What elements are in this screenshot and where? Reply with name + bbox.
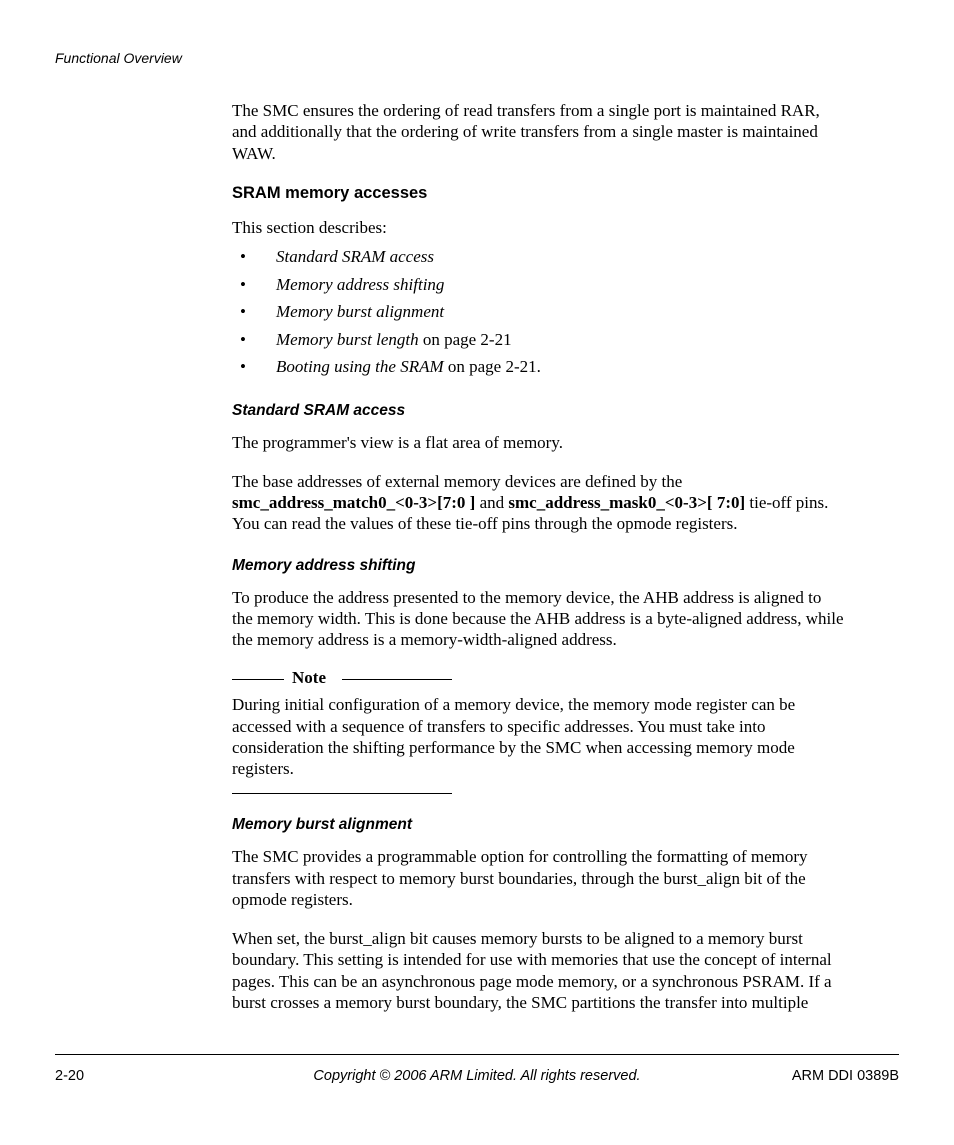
subsection-heading: Memory burst alignment	[232, 816, 844, 834]
paragraph: When set, the burst_align bit causes mem…	[232, 928, 844, 1013]
text-run: The base addresses of external memory de…	[232, 472, 682, 491]
xref-link[interactable]: Standard SRAM access	[276, 247, 434, 266]
signal-name: smc_address_mask0_<0-3>[ 7:0]	[508, 493, 745, 512]
bullet-list: Standard SRAM access Memory address shif…	[232, 244, 844, 380]
page-ref: on page 2-21	[419, 330, 512, 349]
rule-icon	[232, 679, 284, 680]
list-item: Memory address shifting	[232, 272, 844, 298]
list-item: Memory burst length on page 2-21	[232, 327, 844, 353]
note-label: Note	[292, 668, 326, 688]
paragraph: The SMC provides a programmable option f…	[232, 846, 844, 910]
list-item: Booting using the SRAM on page 2-21.	[232, 354, 844, 380]
footer-rule-icon	[55, 1054, 899, 1055]
xref-link[interactable]: Memory burst length	[276, 330, 419, 349]
list-item: Standard SRAM access	[232, 244, 844, 270]
rule-icon	[232, 793, 452, 794]
xref-link[interactable]: Memory burst alignment	[276, 302, 444, 321]
note-block: Note During initial configuration of a m…	[232, 668, 844, 794]
page-footer: 2-20 Copyright © 2006 ARM Limited. All r…	[55, 1068, 899, 1098]
body-content: The SMC ensures the ordering of read tra…	[232, 100, 844, 1013]
paragraph: The base addresses of external memory de…	[232, 471, 844, 535]
intro-paragraph: The SMC ensures the ordering of read tra…	[232, 100, 844, 164]
text-run: and	[475, 493, 508, 512]
doc-id: ARM DDI 0389B	[792, 1068, 899, 1084]
rule-icon	[342, 679, 452, 680]
xref-link[interactable]: Memory address shifting	[276, 275, 444, 294]
paragraph: The programmer's view is a flat area of …	[232, 432, 844, 453]
copyright-text: Copyright © 2006 ARM Limited. All rights…	[55, 1068, 899, 1084]
page: Functional Overview The SMC ensures the …	[0, 0, 954, 1145]
note-header: Note	[232, 668, 844, 690]
xref-link[interactable]: Booting using the SRAM	[276, 357, 444, 376]
section-heading: SRAM memory accesses	[232, 184, 844, 203]
paragraph: To produce the address presented to the …	[232, 587, 844, 651]
section-intro: This section describes:	[232, 217, 844, 238]
note-body: During initial configuration of a memory…	[232, 694, 844, 779]
subsection-heading: Standard SRAM access	[232, 402, 844, 420]
signal-name: smc_address_match0_<0-3>[7:0 ]	[232, 493, 475, 512]
list-item: Memory burst alignment	[232, 299, 844, 325]
running-header: Functional Overview	[55, 50, 182, 66]
subsection-heading: Memory address shifting	[232, 557, 844, 575]
page-ref: on page 2-21.	[444, 357, 541, 376]
